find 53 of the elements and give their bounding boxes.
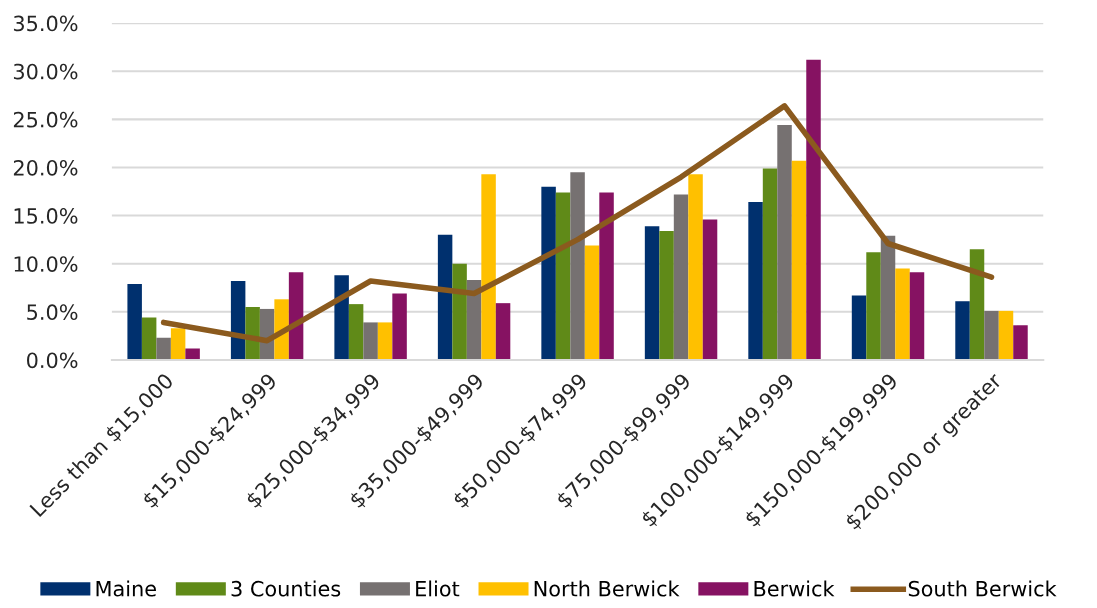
bar [481, 174, 496, 360]
y-tick-label: 15.0% [14, 208, 78, 224]
legend-label: South Berwick [908, 580, 1057, 597]
legend-label: Eliot [416, 580, 460, 597]
y-tick-label: 30.0% [13, 63, 78, 80]
bar [185, 348, 200, 360]
bar [806, 59, 821, 360]
bar [688, 174, 703, 360]
bar [851, 295, 867, 360]
bar [998, 310, 1014, 360]
bar [702, 219, 718, 360]
bar [127, 283, 142, 360]
y-tick-label: 0.0% [27, 352, 78, 369]
bar [584, 245, 600, 360]
bar [895, 268, 910, 360]
bar [969, 249, 985, 360]
bar [866, 252, 881, 360]
bar [348, 304, 364, 360]
bar [909, 272, 925, 360]
bar [1013, 325, 1028, 360]
bar [363, 322, 378, 360]
bar [777, 125, 792, 360]
bar [334, 275, 349, 360]
legend-label: 3 Counties [231, 580, 341, 597]
bar [437, 234, 453, 360]
bar [495, 303, 511, 360]
bar [659, 230, 674, 360]
bar [673, 194, 689, 360]
bar [599, 192, 614, 360]
bar [141, 317, 157, 360]
bar [156, 337, 171, 360]
bar [452, 263, 467, 360]
bar [377, 322, 393, 360]
bar [762, 168, 778, 360]
bar [555, 192, 571, 360]
bar [392, 293, 407, 360]
legend-label: North Berwick [534, 580, 680, 597]
y-tick-label: 20.0% [13, 159, 78, 176]
bar [748, 202, 763, 360]
bar [644, 226, 660, 360]
legend-label: Berwick [754, 580, 835, 597]
y-tick-label: 35.0% [13, 15, 78, 32]
bar [570, 172, 585, 360]
y-tick-label: 25.0% [13, 111, 78, 128]
bar [880, 235, 896, 360]
bar [955, 301, 970, 360]
y-tick-label: 5.0% [27, 304, 78, 321]
y-tick-label: 10.0% [14, 256, 78, 272]
bar [791, 160, 807, 360]
bar [984, 310, 999, 360]
bar [541, 186, 556, 360]
bar [170, 328, 186, 360]
legend-label: Maine [96, 580, 156, 597]
